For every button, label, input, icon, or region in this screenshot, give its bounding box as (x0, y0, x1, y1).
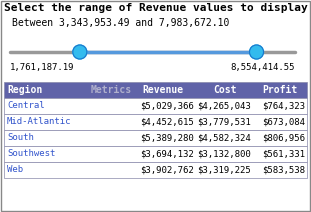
FancyBboxPatch shape (4, 162, 307, 178)
Circle shape (249, 45, 263, 59)
Text: Select the range of Revenue values to display: Select the range of Revenue values to di… (4, 3, 308, 13)
Text: $583,538: $583,538 (262, 166, 305, 174)
FancyBboxPatch shape (4, 82, 307, 98)
Text: Mid-Atlantic: Mid-Atlantic (7, 117, 72, 127)
Text: Region: Region (7, 85, 42, 95)
Circle shape (73, 45, 87, 59)
Text: $764,323: $764,323 (262, 102, 305, 110)
Text: $3,779,531: $3,779,531 (197, 117, 251, 127)
Text: $4,452,615: $4,452,615 (140, 117, 194, 127)
Text: 1,761,187.19: 1,761,187.19 (10, 63, 75, 72)
Text: $673,084: $673,084 (262, 117, 305, 127)
Text: Metrics: Metrics (91, 85, 132, 95)
Text: Revenue: Revenue (142, 85, 183, 95)
Text: $5,389,280: $5,389,280 (140, 134, 194, 142)
FancyBboxPatch shape (4, 98, 307, 114)
Text: 8,554,414.55: 8,554,414.55 (230, 63, 295, 72)
Text: $3,132,800: $3,132,800 (197, 149, 251, 159)
Text: $4,265,043: $4,265,043 (197, 102, 251, 110)
FancyBboxPatch shape (4, 114, 307, 130)
FancyBboxPatch shape (4, 146, 307, 162)
Text: Southwest: Southwest (7, 149, 55, 159)
Text: Central: Central (7, 102, 44, 110)
FancyBboxPatch shape (4, 130, 307, 146)
Text: $3,902,762: $3,902,762 (140, 166, 194, 174)
Text: $806,956: $806,956 (262, 134, 305, 142)
Text: Profit: Profit (262, 85, 298, 95)
Text: Between 3,343,953.49 and 7,983,672.10: Between 3,343,953.49 and 7,983,672.10 (12, 18, 230, 28)
Text: $5,029,366: $5,029,366 (140, 102, 194, 110)
Text: $561,331: $561,331 (262, 149, 305, 159)
Text: Web: Web (7, 166, 23, 174)
Text: South: South (7, 134, 34, 142)
Text: Cost: Cost (213, 85, 236, 95)
Text: $3,694,132: $3,694,132 (140, 149, 194, 159)
Text: $4,582,324: $4,582,324 (197, 134, 251, 142)
Text: $3,319,225: $3,319,225 (197, 166, 251, 174)
